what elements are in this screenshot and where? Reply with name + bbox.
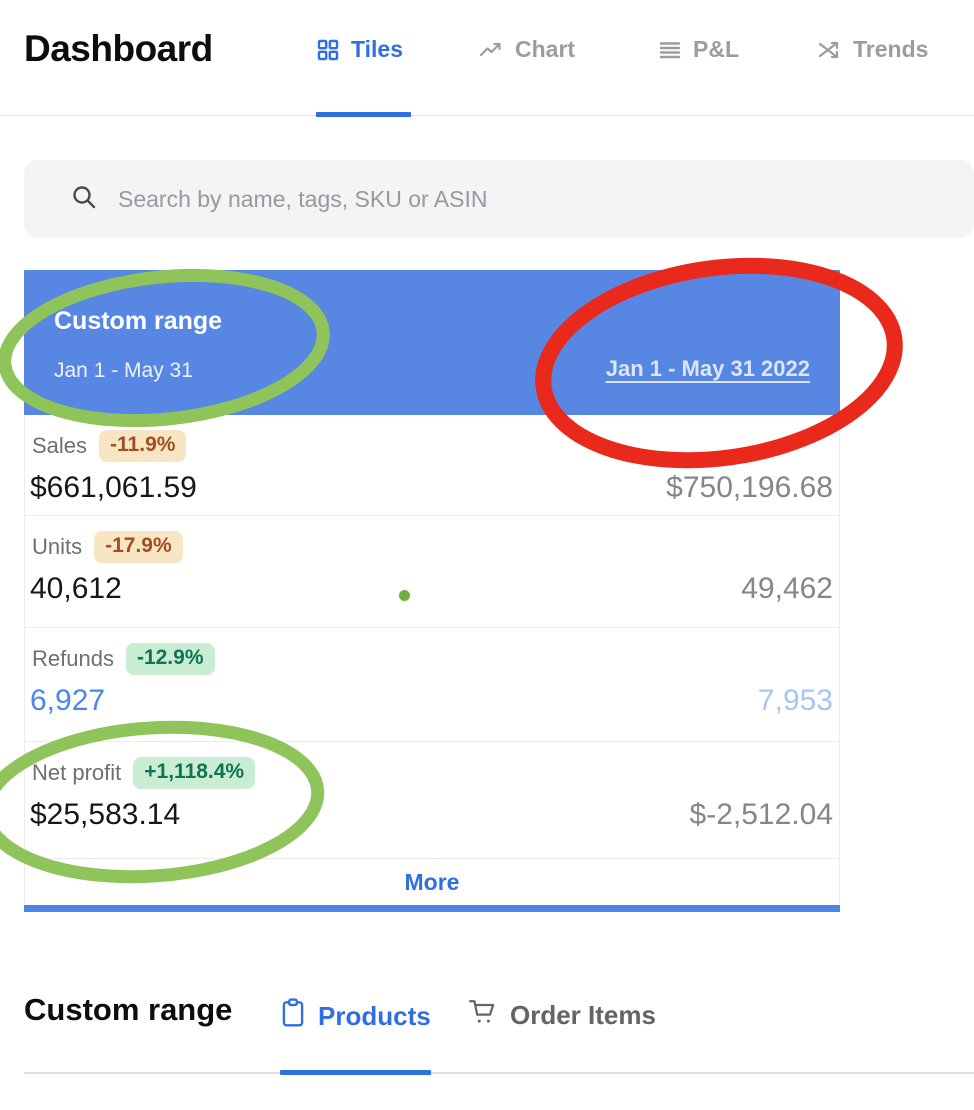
refunds-count-link[interactable]: 6,927 [30,684,106,718]
metric-row-units[interactable]: Units -17.9% 40,612 49,462 [25,515,839,627]
more-row: More [24,858,840,905]
page-title: Dashboard [24,28,213,69]
tab-label: Products [318,1001,431,1031]
tab-order-items[interactable]: Order Items [468,998,656,1033]
metric-row-net-profit[interactable]: Net profit +1,118.4% $25,583.14 $-2,512.… [25,741,839,858]
metric-label: Units [32,534,83,560]
shopping-cart-icon [468,998,498,1033]
metric-row-refunds[interactable]: Refunds -12.9% 6,927 7,953 [25,627,839,741]
section-title: Custom range [24,992,233,1027]
compare-value: 7,953 [757,684,833,718]
change-badge: -12.9% [125,643,215,676]
tabs-divider [0,115,974,116]
metric-label: Net profit [32,760,122,786]
metric-value: 40,612 [30,572,122,606]
compare-period-link[interactable]: Jan 1 - May 31 2022 [605,356,810,381]
search-bar[interactable] [24,160,974,238]
list-lines-icon [658,38,682,62]
tab-pnl[interactable]: P&L [658,36,739,63]
tab-label: Order Items [510,1000,656,1030]
tab-trends[interactable]: Trends [816,36,928,63]
active-section-tab-underline [280,1070,431,1075]
metric-label: Refunds [32,646,114,672]
change-badge: -11.9% [99,430,187,463]
tab-label: Chart [515,36,576,62]
metric-label: Sales [32,433,88,459]
search-input[interactable] [118,185,974,213]
tab-label: Tiles [351,36,403,62]
clipboard-icon [280,998,306,1035]
green-dot-indicator [399,590,410,601]
tiles-grid-icon [316,38,340,62]
trends-arrows-icon [816,38,842,62]
tile-title: Custom range [54,307,223,335]
change-badge: -17.9% [94,531,183,564]
tile-bottom-bar [24,905,840,912]
tab-label: P&L [693,36,739,62]
tile-body: Sales -11.9% $661,061.59 $750,196.68 Uni… [24,415,840,858]
more-link[interactable]: More [404,868,460,895]
tab-label: Trends [853,36,929,62]
metrics-tile: Custom range Jan 1 - May 31 Jan 1 - May … [24,270,840,912]
tab-products[interactable]: Products [280,998,431,1035]
active-tab-underline [316,112,411,117]
metric-value: $25,583.14 [30,798,181,832]
search-icon [70,183,118,216]
metric-value: $661,061.59 [30,471,197,505]
tile-date-range: Jan 1 - May 31 [54,359,193,382]
compare-value: $-2,512.04 [689,798,833,832]
line-chart-icon [478,38,504,62]
tab-tiles[interactable]: Tiles [316,36,403,63]
section-tabs-divider [24,1072,974,1074]
metric-row-sales[interactable]: Sales -11.9% $661,061.59 $750,196.68 [25,415,839,515]
compare-value: $750,196.68 [666,471,833,505]
compare-value: 49,462 [741,572,833,606]
change-badge: +1,118.4% [133,757,256,790]
tile-header: Custom range Jan 1 - May 31 Jan 1 - May … [24,270,840,415]
tab-chart[interactable]: Chart [478,36,575,63]
